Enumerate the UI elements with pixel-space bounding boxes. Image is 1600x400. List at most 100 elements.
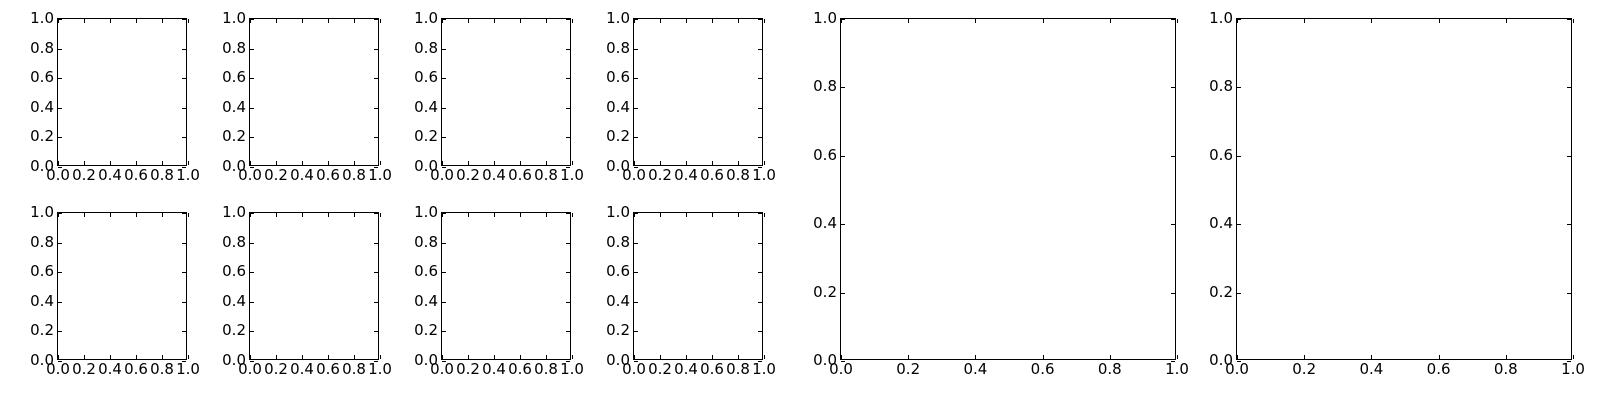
x-tick-top — [1177, 19, 1178, 23]
x-tick-top — [250, 19, 251, 23]
y-tick-left — [58, 167, 62, 168]
y-tick-right — [566, 137, 570, 139]
x-tick-label: 0.0 — [430, 166, 454, 184]
y-tick-right — [182, 48, 186, 50]
y-tick-label: 0.4 — [414, 97, 438, 116]
x-tick-label: 0.0 — [46, 360, 70, 378]
y-tick-label: 1.0 — [222, 9, 246, 28]
y-tick-label: 0.8 — [414, 38, 438, 57]
x-tick-label: 0.8 — [1097, 360, 1122, 378]
y-tick-right — [1567, 292, 1571, 294]
x-tick-top — [162, 213, 163, 217]
y-tick-right — [374, 361, 378, 362]
x-tick-label: 0.8 — [150, 360, 174, 378]
x-tick-bottom — [1042, 355, 1044, 359]
y-tick-label: 0.4 — [222, 291, 246, 310]
y-tick-left — [442, 137, 446, 139]
x-tick-top — [442, 213, 443, 217]
x-tick-label: 1.0 — [1561, 360, 1585, 378]
x-tick-bottom — [328, 355, 329, 359]
y-tick-left — [1237, 87, 1241, 89]
y-tick-right — [566, 331, 570, 333]
x-tick-top — [660, 19, 661, 23]
x-tick-label: 0.8 — [726, 166, 750, 184]
x-tick-bottom — [188, 355, 189, 359]
x-tick-bottom — [1304, 355, 1306, 359]
plot-axes-6: 0.0 0.2 0.4 0.6 0.8 1.0 0.0 0.2 0.4 0.6 0.8 1.0 — [222, 204, 392, 376]
plot-axes-8: 0.0 0.2 0.4 0.6 0.8 1.0 0.0 0.2 0.4 0.6 0.8 1.0 — [606, 204, 776, 376]
y-tick-label: 0.2 — [414, 127, 438, 146]
x-tick-top — [84, 19, 85, 23]
y-tick-right — [566, 213, 570, 214]
x-tick-bottom — [468, 161, 469, 165]
y-tick-label: 0.2 — [30, 127, 54, 146]
y-tick-label: 1.0 — [606, 203, 630, 222]
y-tick-right — [1171, 87, 1175, 89]
y-tick-left — [250, 301, 254, 303]
x-tick-bottom — [302, 161, 303, 165]
x-tick-label: 0.0 — [1225, 360, 1249, 378]
y-tick-right — [758, 107, 762, 109]
y-tick-label: 0.2 — [1209, 282, 1233, 301]
x-tick-bottom — [354, 161, 355, 165]
x-tick-bottom — [1573, 355, 1574, 359]
y-tick-right — [374, 272, 378, 274]
x-tick-top — [328, 19, 329, 23]
x-tick-label: 0.2 — [456, 360, 480, 378]
x-tick-top — [572, 19, 573, 23]
x-tick-bottom — [634, 161, 635, 165]
x-tick-bottom — [660, 355, 661, 359]
x-tick-label: 0.2 — [648, 360, 672, 378]
y-tick-right — [566, 48, 570, 50]
x-tick-top — [520, 213, 521, 217]
y-tick-right — [758, 331, 762, 333]
x-tick-label: 0.0 — [46, 166, 70, 184]
x-tick-label: 0.2 — [264, 360, 288, 378]
x-tick-top — [380, 213, 381, 217]
y-tick-label: 0.8 — [222, 232, 246, 251]
y-tick-right — [374, 242, 378, 244]
x-tick-top — [380, 19, 381, 23]
x-tick-bottom — [1237, 355, 1238, 359]
y-tick-left — [442, 78, 446, 80]
x-tick-bottom — [712, 161, 713, 165]
x-tick-label: 1.0 — [752, 360, 776, 378]
y-tick-right — [1567, 224, 1571, 226]
x-tick-bottom — [136, 355, 137, 359]
y-tick-label: 0.2 — [414, 321, 438, 340]
x-tick-top — [162, 19, 163, 23]
x-tick-top — [494, 19, 495, 23]
y-tick-left — [250, 361, 254, 362]
x-tick-label: 0.8 — [534, 360, 558, 378]
y-tick-right — [374, 107, 378, 109]
x-tick-bottom — [546, 355, 547, 359]
x-tick-bottom — [686, 161, 687, 165]
y-tick-label: 0.8 — [813, 77, 837, 96]
x-tick-bottom — [494, 355, 495, 359]
x-tick-label: 0.6 — [124, 360, 148, 378]
y-tick-label: 0.6 — [414, 262, 438, 281]
y-tick-right — [374, 213, 378, 214]
y-tick-label: 1.0 — [414, 203, 438, 222]
y-tick-label: 0.6 — [30, 68, 54, 87]
y-tick-label: 0.8 — [414, 232, 438, 251]
y-tick-label: 0.4 — [30, 291, 54, 310]
y-tick-label: 0.6 — [30, 262, 54, 281]
y-tick-right — [566, 107, 570, 109]
x-tick-bottom — [136, 161, 137, 165]
y-tick-right — [374, 331, 378, 333]
x-tick-label: 0.0 — [622, 360, 646, 378]
y-tick-left — [58, 213, 62, 214]
y-tick-label: 1.0 — [30, 203, 54, 222]
y-tick-right — [758, 272, 762, 274]
x-tick-top — [908, 19, 910, 23]
x-tick-label: 0.6 — [316, 166, 340, 184]
x-tick-top — [1505, 19, 1507, 23]
y-tick-left — [58, 272, 62, 274]
y-tick-right — [758, 167, 762, 168]
x-tick-top — [276, 213, 277, 217]
x-tick-label: 0.4 — [98, 166, 122, 184]
y-tick-label: 1.0 — [606, 9, 630, 28]
x-tick-bottom — [468, 355, 469, 359]
